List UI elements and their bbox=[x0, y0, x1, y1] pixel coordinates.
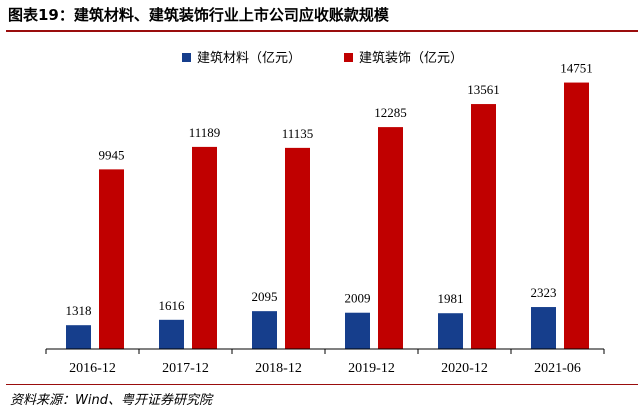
x-tick-label: 2016-12 bbox=[69, 361, 116, 376]
data-label: 2323 bbox=[531, 285, 557, 300]
chart-title: 图表19：建筑材料、建筑装饰行业上市公司应收账款规模 bbox=[8, 6, 389, 24]
data-label: 12285 bbox=[374, 105, 407, 120]
x-tick-label: 2017-12 bbox=[162, 361, 209, 376]
data-label: 1616 bbox=[159, 298, 186, 313]
source-note: 资料来源：Wind、粤开证券研究院 bbox=[10, 393, 212, 408]
bar-materials-2021-06 bbox=[531, 307, 556, 349]
bar-materials-2019-12 bbox=[345, 312, 370, 349]
bar-materials-2017-12 bbox=[159, 319, 184, 349]
data-label: 2095 bbox=[252, 289, 278, 304]
data-label: 1981 bbox=[438, 291, 464, 306]
data-label: 11135 bbox=[282, 126, 314, 141]
data-label: 9945 bbox=[99, 147, 125, 162]
data-label: 11189 bbox=[189, 125, 221, 140]
data-label: 2009 bbox=[345, 291, 371, 306]
bar-decoration-2020-12 bbox=[471, 104, 496, 349]
legend-label: 建筑材料（亿元） bbox=[197, 50, 301, 66]
title-divider bbox=[6, 30, 638, 32]
x-tick-label: 2021-06 bbox=[534, 361, 581, 376]
x-axis: 2016-12 2017-12 2018-12 2019-12 2020-12 2021-… bbox=[45, 348, 605, 376]
legend: 建筑材料（亿元） 建筑装饰（亿元） bbox=[182, 50, 463, 66]
data-label: 13561 bbox=[467, 82, 500, 97]
legend-swatch bbox=[182, 53, 191, 62]
legend-label: 建筑装饰（亿元） bbox=[359, 50, 463, 66]
bar-materials-2018-12 bbox=[252, 311, 277, 349]
legend-swatch bbox=[344, 53, 353, 62]
bar-materials-2020-12 bbox=[438, 313, 463, 349]
bar-decoration-2021-06 bbox=[564, 82, 589, 350]
bar-decoration-2018-12 bbox=[285, 147, 310, 349]
data-labels: 1318 1616 2095 2009 1981 2323 9945 11189 11135 12… bbox=[66, 61, 593, 319]
bar-decoration-2019-12 bbox=[378, 127, 403, 349]
x-tick-label: 2018-12 bbox=[255, 361, 302, 376]
bars bbox=[66, 82, 589, 350]
bar-materials-2016-12 bbox=[66, 325, 91, 349]
data-label: 14751 bbox=[560, 61, 593, 76]
x-tick-label: 2020-12 bbox=[441, 361, 488, 376]
data-label: 1318 bbox=[66, 303, 92, 318]
footer-divider bbox=[6, 384, 638, 385]
bar-decoration-2017-12 bbox=[192, 146, 217, 349]
bar-decoration-2016-12 bbox=[99, 169, 124, 349]
x-tick-label: 2019-12 bbox=[348, 361, 395, 376]
